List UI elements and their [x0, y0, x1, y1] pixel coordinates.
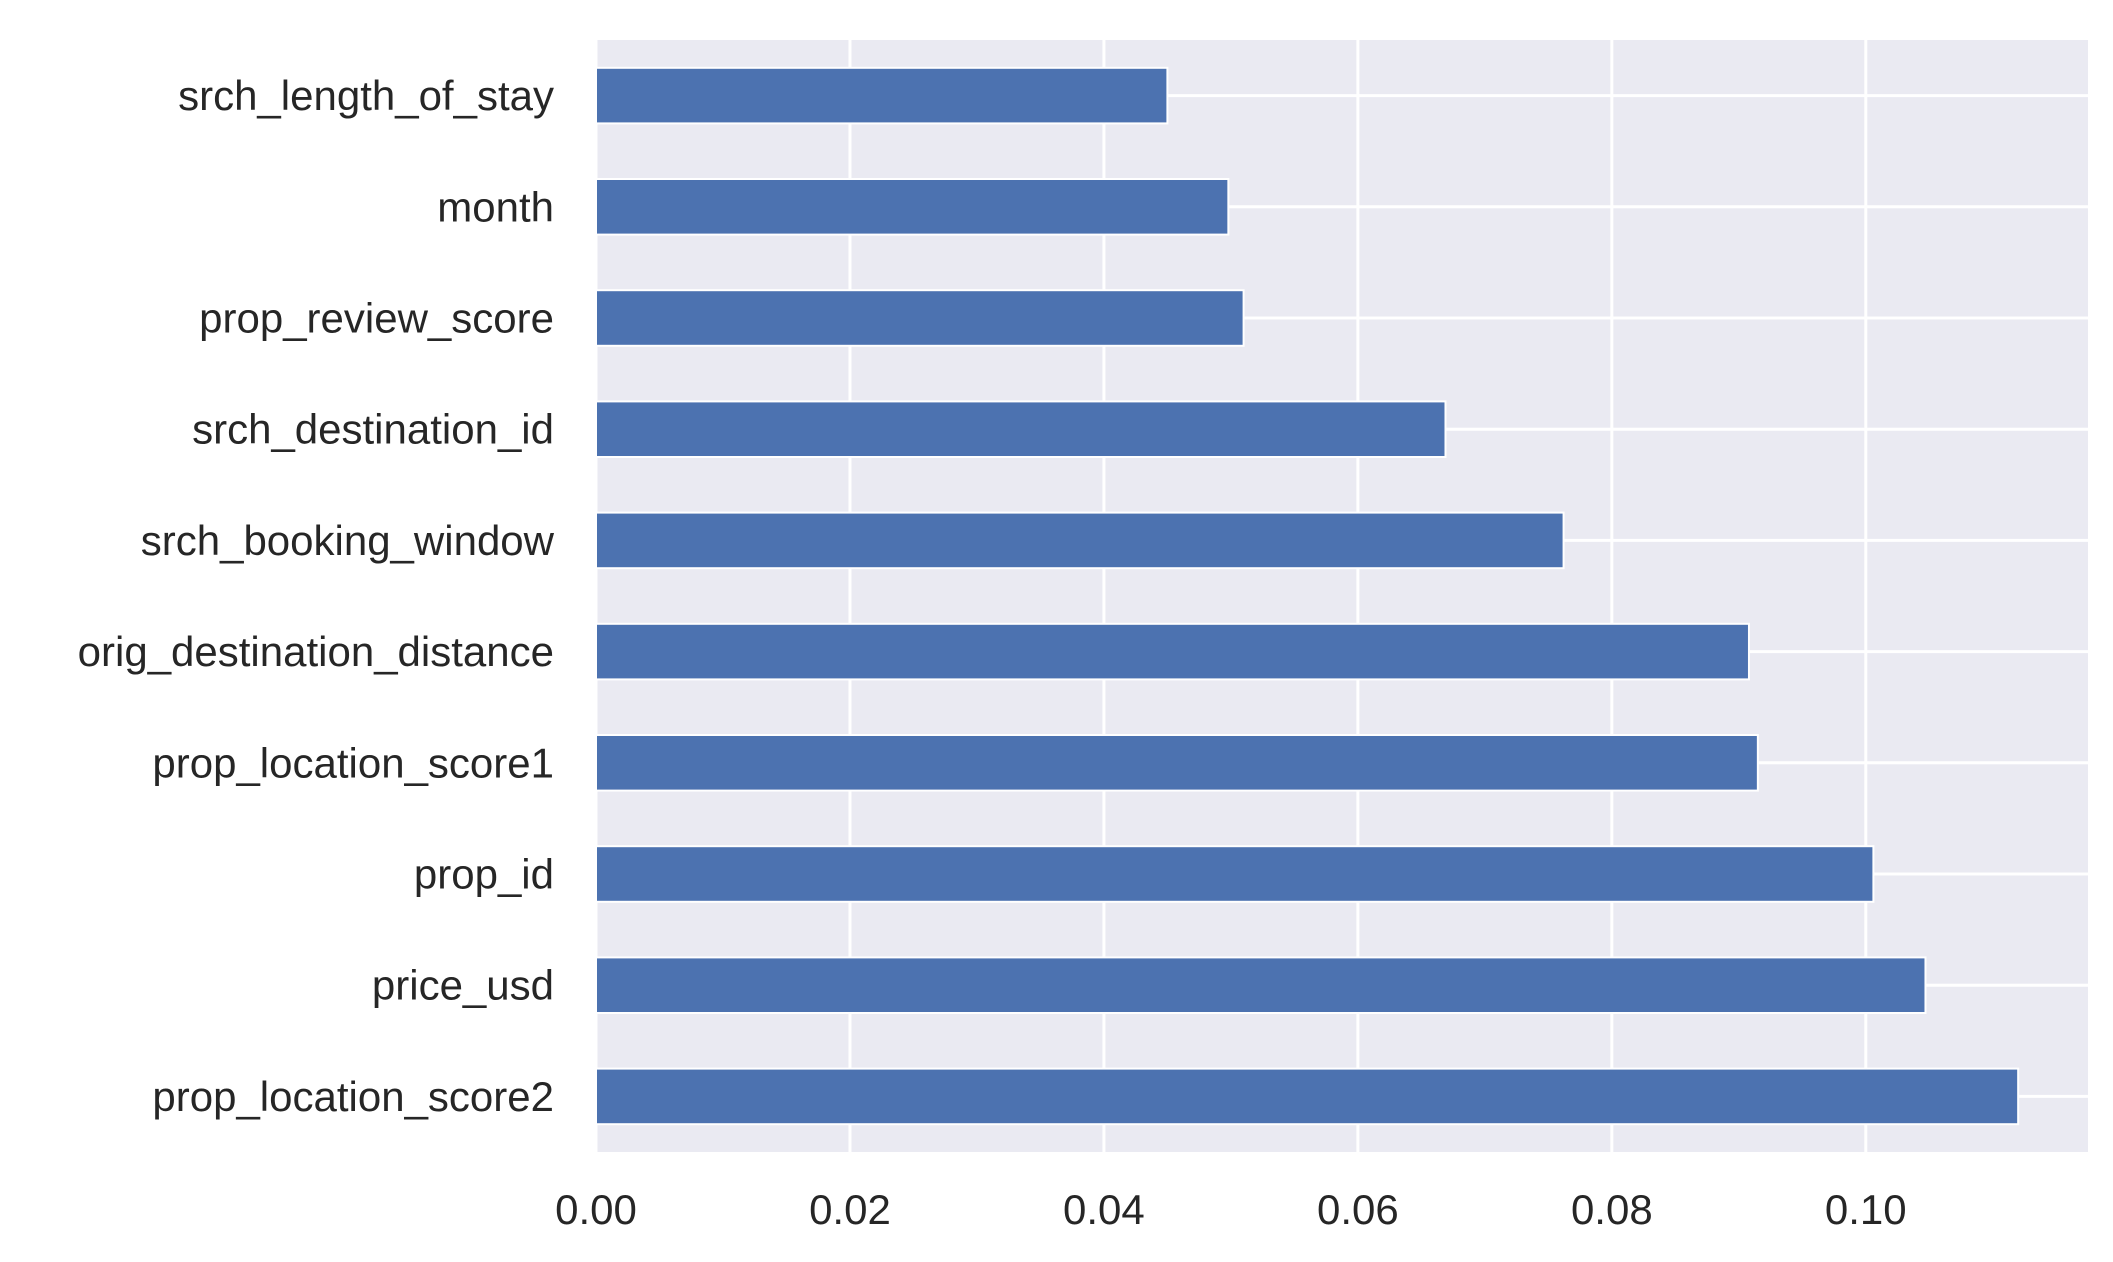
bar-prop-location-score2 [595, 1067, 2020, 1126]
x-tick-label: 0.10 [1825, 1186, 1907, 1233]
y-tick-label: orig_destination_distance [78, 628, 554, 675]
bar-price-usd [595, 956, 1927, 1015]
bar-month [595, 178, 1230, 236]
bars [595, 66, 2020, 1126]
y-tick-labels: prop_location_score2 price_usd prop_id prop… [78, 72, 555, 1120]
x-tick-label: 0.06 [1317, 1186, 1399, 1233]
bar-prop-review-score [595, 289, 1245, 347]
y-tick-label: srch_length_of_stay [178, 72, 554, 119]
bar-orig-destination-distance [595, 622, 1750, 681]
y-tick-label: prop_location_score1 [152, 739, 554, 786]
y-tick-label: srch_destination_id [192, 406, 554, 453]
y-tick-label: prop_location_score2 [152, 1073, 554, 1120]
x-tick-label: 0.04 [1063, 1186, 1145, 1233]
x-tick-labels: 0.00 0.02 0.04 0.06 0.08 0.10 [555, 1186, 1907, 1233]
bar-prop-location-score1 [595, 734, 1759, 792]
y-tick-label: prop_id [414, 851, 554, 898]
bar-srch-length-of-stay [595, 66, 1169, 125]
x-tick-label: 0.00 [555, 1186, 637, 1233]
bar-srch-booking-window [595, 511, 1565, 570]
bar-srch-destination-id [595, 400, 1447, 458]
bar-prop-id [595, 845, 1875, 903]
y-tick-label: prop_review_score [199, 295, 554, 342]
y-tick-label: srch_booking_window [141, 517, 555, 564]
x-tick-label: 0.08 [1571, 1186, 1653, 1233]
y-tick-label: month [437, 183, 554, 230]
x-tick-label: 0.02 [809, 1186, 891, 1233]
y-tick-label: price_usd [372, 962, 554, 1009]
